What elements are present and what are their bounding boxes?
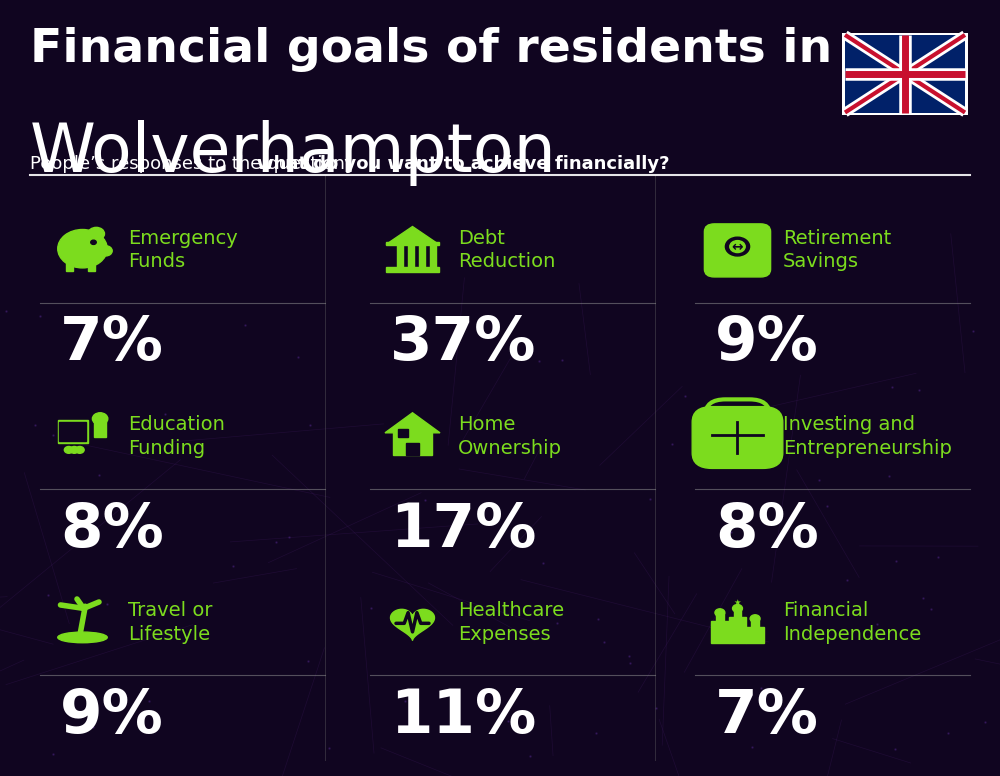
Text: 8%: 8% — [715, 501, 819, 559]
FancyBboxPatch shape — [692, 407, 783, 469]
Circle shape — [730, 241, 745, 252]
Circle shape — [64, 446, 73, 453]
FancyBboxPatch shape — [704, 223, 771, 277]
Circle shape — [91, 241, 96, 244]
Bar — [729, 617, 746, 643]
Bar — [386, 267, 439, 272]
Text: Debt
Reduction: Debt Reduction — [458, 229, 555, 272]
Polygon shape — [391, 609, 434, 640]
Bar — [430, 244, 436, 268]
Text: Home
Ownership: Home Ownership — [458, 415, 562, 458]
Bar — [386, 242, 439, 245]
Bar — [398, 429, 408, 437]
Text: Retirement
Savings: Retirement Savings — [783, 229, 891, 272]
Text: Wolverhampton: Wolverhampton — [30, 120, 557, 186]
Bar — [842, 33, 968, 115]
Text: Travel or
Lifestyle: Travel or Lifestyle — [128, 601, 212, 644]
Bar — [711, 621, 729, 643]
Bar — [406, 442, 419, 456]
Text: 8%: 8% — [60, 501, 164, 559]
Text: Emergency
Funds: Emergency Funds — [128, 229, 238, 272]
Text: 9%: 9% — [60, 687, 164, 746]
Circle shape — [725, 237, 750, 256]
Text: 7%: 7% — [60, 314, 164, 373]
Text: 37%: 37% — [390, 314, 536, 373]
Bar — [716, 613, 724, 622]
Circle shape — [75, 446, 84, 453]
Ellipse shape — [58, 632, 107, 643]
Text: 11%: 11% — [390, 687, 536, 746]
Circle shape — [88, 227, 104, 241]
Circle shape — [70, 446, 79, 453]
Text: ↔: ↔ — [732, 240, 743, 254]
Circle shape — [92, 413, 108, 424]
Bar — [66, 263, 73, 271]
Circle shape — [58, 230, 107, 268]
Text: Healthcare
Expenses: Healthcare Expenses — [458, 601, 564, 644]
Bar — [845, 35, 965, 113]
Bar — [94, 418, 106, 437]
Text: 9%: 9% — [715, 314, 819, 373]
Text: Education
Funding: Education Funding — [128, 415, 225, 458]
Bar — [397, 244, 403, 268]
Bar — [58, 421, 88, 442]
Bar — [393, 431, 432, 456]
Circle shape — [715, 609, 725, 616]
Text: Financial goals of residents in: Financial goals of residents in — [30, 27, 832, 72]
Circle shape — [99, 246, 112, 256]
Bar — [59, 422, 86, 441]
Polygon shape — [386, 227, 439, 244]
Text: Financial
Independence: Financial Independence — [783, 601, 921, 644]
Text: 7%: 7% — [715, 687, 819, 746]
Text: Investing and
Entrepreneurship: Investing and Entrepreneurship — [783, 415, 952, 458]
Bar — [408, 244, 414, 268]
Text: what do you want to achieve financially?: what do you want to achieve financially? — [257, 155, 669, 173]
Bar — [88, 263, 95, 271]
Bar — [746, 627, 764, 643]
Text: ★: ★ — [734, 598, 741, 607]
Text: People’s responses to the question:: People’s responses to the question: — [30, 155, 357, 173]
Bar — [419, 244, 425, 268]
Bar — [734, 608, 741, 618]
Text: 17%: 17% — [390, 501, 536, 559]
Polygon shape — [385, 413, 440, 433]
Bar — [751, 618, 759, 628]
Circle shape — [733, 605, 742, 612]
Circle shape — [750, 615, 760, 622]
